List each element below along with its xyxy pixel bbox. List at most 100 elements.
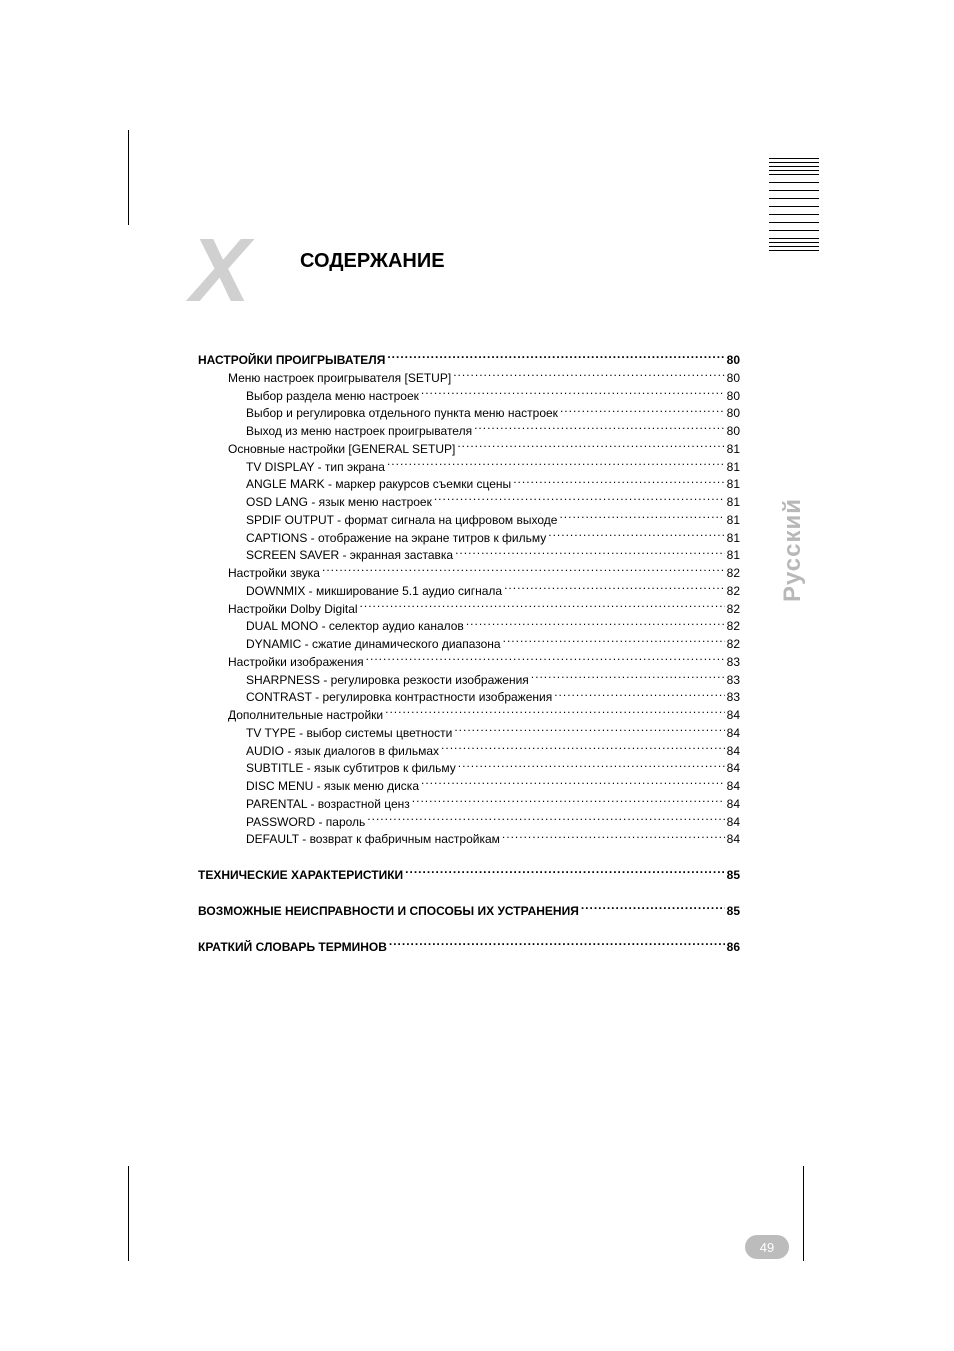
toc-row: TV TYPE - выбор системы цветности 84 bbox=[198, 725, 740, 743]
toc-row: Выбор и регулировка отдельного пункта ме… bbox=[198, 405, 740, 423]
toc-page: 84 bbox=[727, 796, 740, 814]
toc-label: DUAL MONO - селектор аудио каналов bbox=[246, 618, 464, 636]
page-number: 49 bbox=[760, 1240, 774, 1255]
toc-page: 82 bbox=[727, 601, 740, 619]
toc-label: SHARPNESS - регулировка резкости изображ… bbox=[246, 672, 529, 690]
toc-label: CONTRAST - регулировка контрастности изо… bbox=[246, 689, 552, 707]
toc-row: Дополнительные настройки 84 bbox=[198, 707, 740, 725]
toc-label: DYNAMIC - сжатие динамического диапазона bbox=[246, 636, 501, 654]
toc-label: Выбор раздела меню настроек bbox=[246, 388, 419, 406]
toc-leader-dots bbox=[504, 583, 725, 595]
toc-row: SHARPNESS - регулировка резкости изображ… bbox=[198, 672, 740, 690]
toc-row: DISC MENU - язык меню диска84 bbox=[198, 778, 740, 796]
toc-page: 83 bbox=[727, 654, 740, 672]
toc-leader-dots bbox=[421, 388, 725, 400]
toc-label: Дополнительные настройки bbox=[228, 707, 383, 725]
toc-label: ТЕХНИЧЕСКИЕ ХАРАКТЕРИСТИКИ bbox=[198, 867, 403, 885]
logo-x-icon: X bbox=[190, 220, 244, 323]
toc-label: SCREEN SAVER - экранная заставка bbox=[246, 547, 453, 565]
language-tab-label: Русский bbox=[779, 498, 807, 602]
toc-leader-dots bbox=[513, 476, 724, 488]
toc-row: OSD LANG - язык меню настроек81 bbox=[198, 494, 740, 512]
toc-page: 80 bbox=[727, 423, 740, 441]
toc-label: CAPTIONS - отображение на экране титров … bbox=[246, 530, 546, 548]
toc-row: Выбор раздела меню настроек 80 bbox=[198, 388, 740, 406]
toc-row: DOWNMIX - микширование 5.1 аудио сигнала… bbox=[198, 583, 740, 601]
toc-page: 85 bbox=[727, 867, 740, 885]
toc-row: AUDIO - язык диалогов в фильмах 84 bbox=[198, 743, 740, 761]
toc-leader-dots bbox=[503, 636, 725, 648]
toc-label: SUBTITLE - язык субтитров к фильму bbox=[246, 760, 456, 778]
toc-row: DEFAULT - возврат к фабричным настройкам… bbox=[198, 831, 740, 849]
toc-page: 80 bbox=[727, 388, 740, 406]
toc-page: 81 bbox=[727, 459, 740, 477]
toc-leader-dots bbox=[554, 689, 724, 701]
toc-row: Выход из меню настроек проигрывателя 80 bbox=[198, 423, 740, 441]
toc-page: 81 bbox=[727, 547, 740, 565]
toc-label: Выход из меню настроек проигрывателя bbox=[246, 423, 472, 441]
toc-label: TV TYPE - выбор системы цветности bbox=[246, 725, 452, 743]
page-title: СОДЕРЖАНИЕ bbox=[300, 250, 445, 273]
toc-row: КРАТКИЙ СЛОВАРЬ ТЕРМИНОВ 86 bbox=[198, 939, 740, 957]
toc-label: Настройки изображения bbox=[228, 654, 364, 672]
toc-page: 85 bbox=[727, 903, 740, 921]
toc-leader-dots bbox=[434, 494, 725, 506]
toc-leader-dots bbox=[457, 441, 724, 453]
toc-page: 80 bbox=[727, 405, 740, 423]
toc-leader-dots bbox=[405, 867, 724, 879]
toc-leader-dots bbox=[454, 725, 724, 737]
crop-mark bbox=[128, 130, 129, 225]
crop-mark bbox=[803, 1166, 804, 1261]
toc-row: CAPTIONS - отображение на экране титров … bbox=[198, 530, 740, 548]
toc-leader-dots bbox=[560, 405, 725, 417]
toc-label: PASSWORD - пароль bbox=[246, 814, 365, 832]
toc-page: 80 bbox=[727, 352, 740, 370]
toc-row: PARENTAL - возрастной ценз84 bbox=[198, 796, 740, 814]
toc-label: Настройки звука bbox=[228, 565, 320, 583]
toc-leader-dots bbox=[531, 672, 725, 684]
toc-page: 82 bbox=[727, 583, 740, 601]
toc-label: DISC MENU - язык меню диска bbox=[246, 778, 419, 796]
toc-page: 84 bbox=[727, 707, 740, 725]
toc-leader-dots bbox=[455, 547, 725, 559]
toc-leader-dots bbox=[360, 601, 725, 613]
toc-row: ТЕХНИЧЕСКИЕ ХАРАКТЕРИСТИКИ 85 bbox=[198, 867, 740, 885]
toc-label: КРАТКИЙ СЛОВАРЬ ТЕРМИНОВ bbox=[198, 939, 387, 957]
language-tab: Русский bbox=[778, 475, 808, 625]
toc-row: CONTRAST - регулировка контрастности изо… bbox=[198, 689, 740, 707]
toc-label: Основные настройки [GENERAL SETUP] bbox=[228, 441, 455, 459]
toc-leader-dots bbox=[453, 370, 724, 382]
toc-leader-dots bbox=[421, 778, 725, 790]
toc-page: 84 bbox=[727, 814, 740, 832]
toc-row: Настройки Dolby Digital82 bbox=[198, 601, 740, 619]
toc-label: ВОЗМОЖНЫЕ НЕИСПРАВНОСТИ И СПОСОБЫ ИХ УСТ… bbox=[198, 903, 579, 921]
toc-row: Настройки звука 82 bbox=[198, 565, 740, 583]
toc-leader-dots bbox=[548, 530, 724, 542]
toc-page: 82 bbox=[727, 565, 740, 583]
toc-leader-dots bbox=[502, 831, 725, 843]
toc-page: 86 bbox=[727, 939, 740, 957]
crop-mark bbox=[128, 1166, 129, 1261]
toc-label: AUDIO - язык диалогов в фильмах bbox=[246, 743, 439, 761]
toc-page: 84 bbox=[727, 831, 740, 849]
toc-row: DUAL MONO - селектор аудио каналов82 bbox=[198, 618, 740, 636]
toc-row: ANGLE MARK - маркер ракурсов съемки сцен… bbox=[198, 476, 740, 494]
toc-page: 80 bbox=[727, 370, 740, 388]
toc-leader-dots bbox=[581, 903, 725, 915]
toc-row: Основные настройки [GENERAL SETUP]81 bbox=[198, 441, 740, 459]
toc-leader-dots bbox=[385, 707, 725, 719]
toc-row: Меню настроек проигрывателя [SETUP]80 bbox=[198, 370, 740, 388]
toc-leader-dots bbox=[387, 352, 724, 364]
toc-page: 84 bbox=[727, 725, 740, 743]
toc-leader-dots bbox=[474, 423, 725, 435]
toc-label: SPDIF OUTPUT - формат сигнала на цифрово… bbox=[246, 512, 557, 530]
toc-row: SUBTITLE - язык субтитров к фильму84 bbox=[198, 760, 740, 778]
crop-marks-right bbox=[769, 158, 819, 254]
toc-leader-dots bbox=[559, 512, 724, 524]
toc-label: DEFAULT - возврат к фабричным настройкам bbox=[246, 831, 500, 849]
toc-label: ANGLE MARK - маркер ракурсов съемки сцен… bbox=[246, 476, 511, 494]
toc-page: 84 bbox=[727, 743, 740, 761]
toc-page: 83 bbox=[727, 689, 740, 707]
toc-label: TV DISPLAY - тип экрана bbox=[246, 459, 385, 477]
toc-row: Настройки изображения 83 bbox=[198, 654, 740, 672]
